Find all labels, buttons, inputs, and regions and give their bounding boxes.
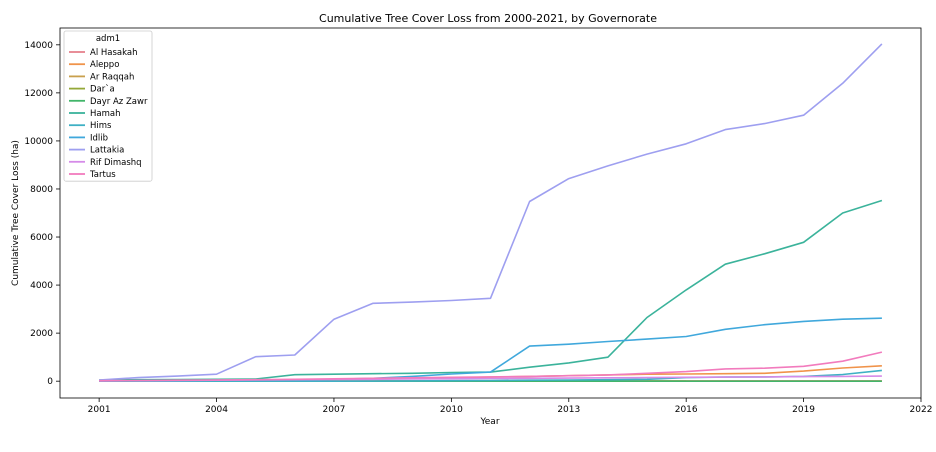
x-ticks: 2001 2004 2007 2010 2013 2016 2019 2022 — [88, 398, 933, 415]
y-tick-label: 0 — [47, 377, 53, 387]
y-tick-label: 4000 — [30, 281, 53, 291]
y-tick-label: 14000 — [24, 41, 53, 51]
y-tick-label: 8000 — [30, 185, 53, 195]
y-tick-label: 12000 — [24, 89, 53, 99]
legend-label-1: Aleppo — [90, 60, 119, 70]
legend-label-8: Lattakia — [90, 146, 124, 156]
x-axis-label: Year — [479, 417, 499, 427]
y-tick-label: 10000 — [24, 137, 53, 147]
legend-label-6: Hims — [90, 121, 112, 131]
y-tick-label: 2000 — [30, 329, 53, 339]
series-line-5 — [99, 199, 883, 381]
legend-label-10: Tartus — [89, 170, 116, 180]
y-axis-label: Cumulative Tree Cover Loss (ha) — [11, 140, 21, 286]
y-tick-label: 6000 — [30, 233, 53, 243]
series-line-10 — [99, 351, 883, 382]
legend-label-9: Rif Dimashq — [90, 158, 142, 168]
legend: adm1 Al Hasakah Aleppo Ar Raqqah Dar`a Dayr A… — [63, 30, 153, 182]
series-line-8 — [99, 43, 883, 381]
legend-label-4: Dayr Az Zawr — [90, 97, 148, 107]
plot-frame — [59, 27, 922, 399]
x-tick-label: 2001 — [88, 405, 111, 415]
x-tick-label: 2010 — [440, 405, 463, 415]
series-line-7 — [99, 317, 882, 382]
series-layer — [99, 43, 883, 383]
legend-label-7: Idlib — [90, 133, 108, 143]
legend-label-2: Ar Raqqah — [90, 72, 134, 82]
legend-box — [63, 30, 153, 182]
x-tick-label: 2004 — [205, 405, 228, 415]
x-tick-label: 2022 — [910, 405, 933, 415]
legend-label-5: Hamah — [90, 109, 120, 119]
y-ticks: 0 2000 4000 6000 8000 10000 12000 14000 — [24, 41, 60, 387]
x-tick-label: 2016 — [675, 405, 698, 415]
x-tick-label: 2019 — [792, 405, 815, 415]
chart-title: Cumulative Tree Cover Loss from 2000-202… — [319, 12, 657, 25]
legend-label-3: Dar`a — [90, 84, 115, 95]
x-tick-label: 2013 — [557, 405, 580, 415]
legend-label-0: Al Hasakah — [90, 48, 138, 58]
x-tick-label: 2007 — [323, 405, 346, 415]
legend-title: adm1 — [96, 34, 120, 44]
